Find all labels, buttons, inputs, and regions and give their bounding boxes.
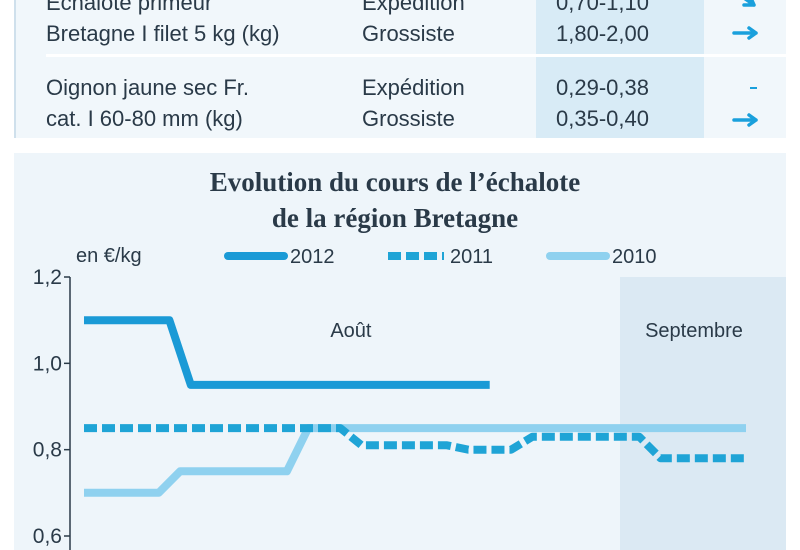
legend: 2012 2011 2010 <box>224 246 657 268</box>
chart-title-line2: de la région Bretagne <box>272 203 518 233</box>
trend-arrows <box>732 87 758 127</box>
legend-label-2010: 2010 <box>612 246 657 268</box>
series-line-2012 <box>84 316 490 389</box>
table-row: Échalote primeur Bretagne I filet 5 kg (… <box>14 0 786 51</box>
trend-down-icon <box>742 0 756 7</box>
y-tick-label: 1,2 <box>33 266 62 289</box>
period-band-septembre <box>620 277 786 550</box>
product-name-line1: Oignon jaune sec Fr. <box>46 75 250 100</box>
price-range: 0,70-1,10 <box>556 0 649 15</box>
market-type: Expédition <box>362 75 465 100</box>
legend-label-2012: 2012 <box>290 246 335 268</box>
series-line-2010 <box>84 424 746 497</box>
table-left-border <box>14 0 16 138</box>
period-label: Août <box>330 320 372 342</box>
trend-arrows <box>732 0 758 40</box>
product-name-line2: cat. I 60-80 mm (kg) <box>46 106 243 131</box>
price-table: Échalote primeur Bretagne I filet 5 kg (… <box>14 0 786 138</box>
y-tick-label: 1,0 <box>33 352 62 375</box>
row-separator <box>46 54 786 57</box>
product-name-line1: Échalote primeur <box>46 0 213 15</box>
series-layer <box>84 316 746 497</box>
period-label: Septembre <box>645 320 743 342</box>
series-line-2011 <box>84 424 746 463</box>
table-row: Oignon jaune sec Fr. cat. I 60-80 mm (kg… <box>14 72 786 136</box>
legend-label-2011: 2011 <box>450 246 493 268</box>
y-axis: 1,2 1,0 0,8 0,6 <box>33 266 70 548</box>
product-name-line2: Bretagne I filet 5 kg (kg) <box>46 21 280 46</box>
y-tick-label: 0,6 <box>33 525 62 548</box>
market-type: Expédition <box>362 0 465 15</box>
market-type: Grossiste <box>362 21 455 46</box>
chart-panel: Evolution du cours de l’échalote de la r… <box>14 153 786 550</box>
price-range: 0,29-0,38 <box>556 75 649 100</box>
price-column-band <box>536 0 704 138</box>
price-range: 1,80-2,00 <box>556 21 649 46</box>
y-tick-label: 0,8 <box>33 439 62 462</box>
period-labels: Août Septembre <box>330 320 743 342</box>
market-type: Grossiste <box>362 106 455 131</box>
trend-up-icon <box>732 113 758 127</box>
price-range: 0,35-0,40 <box>556 106 649 131</box>
y-axis-unit: en €/kg <box>76 245 142 267</box>
trend-up-icon <box>732 26 758 40</box>
line-chart: Evolution du cours de l’échalote de la r… <box>33 167 786 550</box>
chart-title-line1: Evolution du cours de l’échalote <box>210 167 581 197</box>
